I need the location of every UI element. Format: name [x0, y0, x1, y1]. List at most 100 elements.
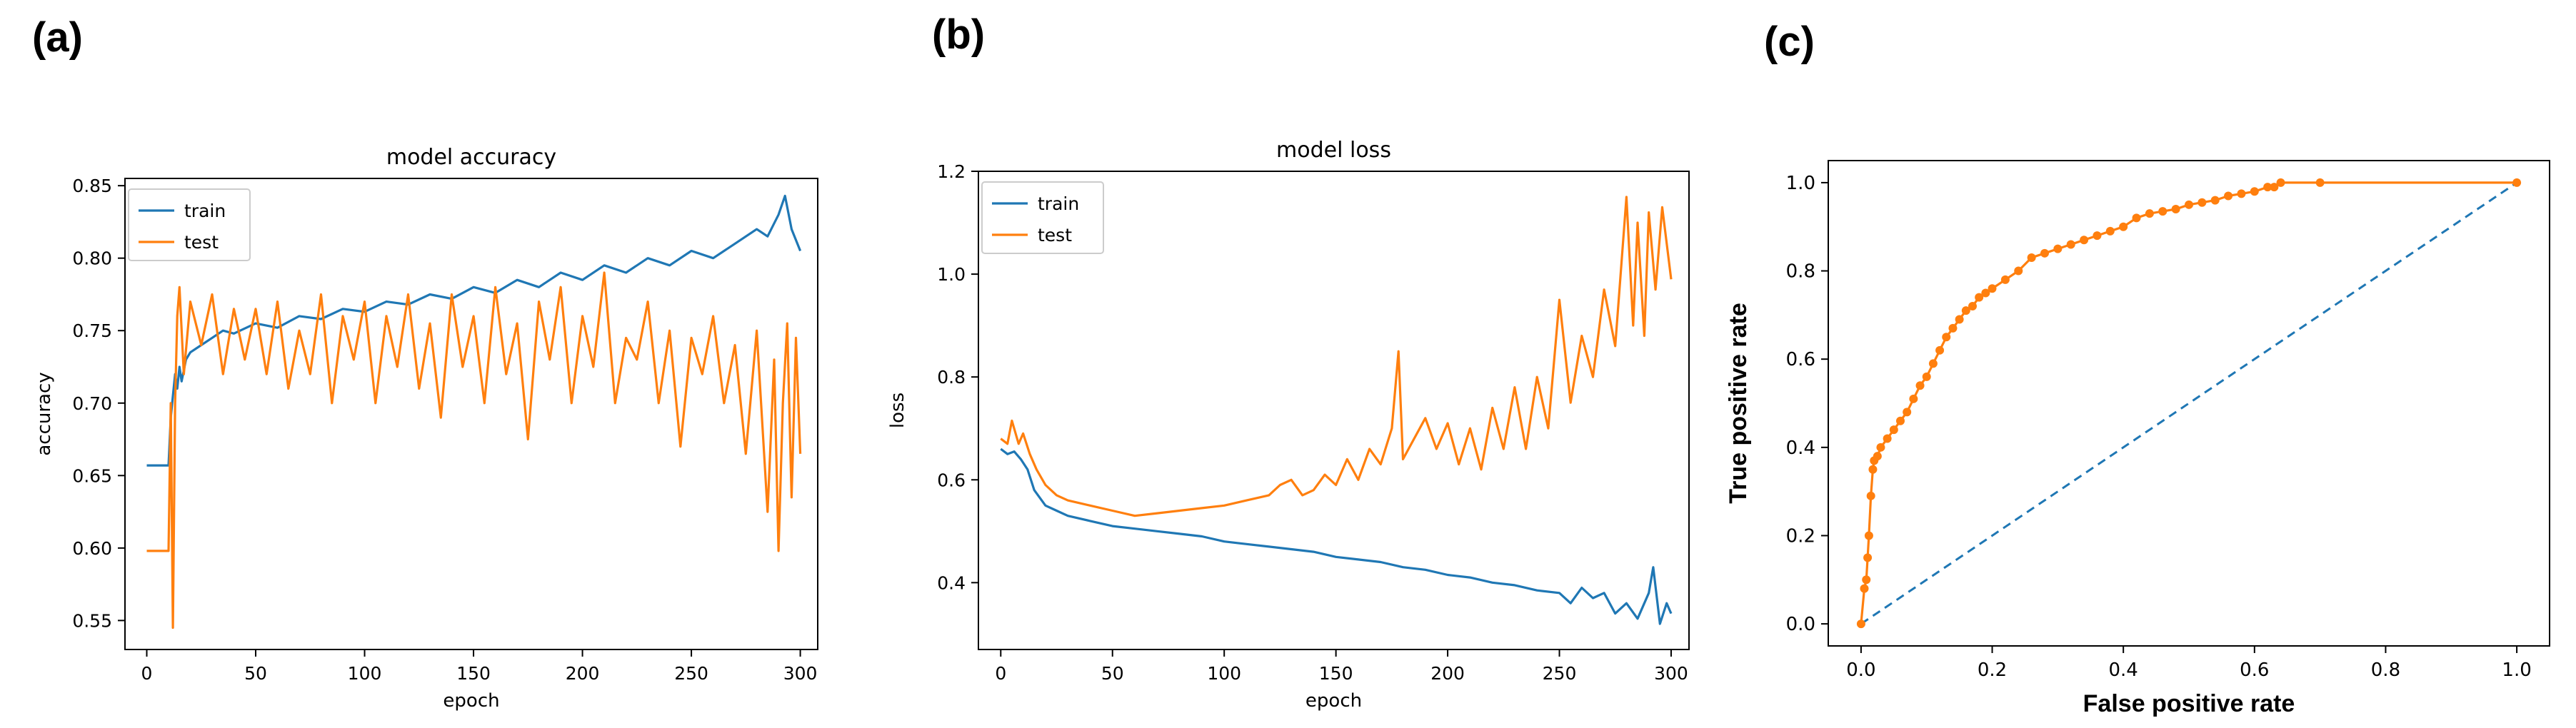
roc-point	[2000, 275, 2010, 284]
roc-point	[2263, 183, 2272, 192]
roc-point	[1903, 408, 1912, 417]
roc-point	[1864, 531, 1873, 540]
roc-point	[1883, 434, 1892, 443]
y-tick-label: 0.80	[72, 248, 112, 269]
x-tick-label: 300	[1654, 663, 1688, 684]
legend-label: train	[1038, 193, 1079, 214]
y-tick-label: 0.6	[937, 470, 966, 490]
roc-point	[1928, 359, 1938, 368]
roc-point	[2119, 222, 2128, 231]
x-tick-label: 250	[674, 663, 708, 684]
x-tick-label: 50	[1101, 663, 1124, 684]
x-tick-label: 150	[1319, 663, 1353, 684]
x-tick-label: 200	[1430, 663, 1465, 684]
roc-point	[1922, 372, 1931, 381]
y-tick-label: 0.4	[937, 572, 966, 593]
x-tick-label: 300	[783, 663, 818, 684]
panel-label: (c)	[1764, 19, 1815, 65]
x-tick-label: 0.0	[1846, 659, 1875, 681]
y-tick-label: 0.8	[937, 367, 966, 388]
roc-point	[2145, 209, 2154, 218]
y-tick-label: 1.0	[1786, 173, 1815, 194]
y-tick-label: 0.2	[1786, 525, 1815, 547]
y-axis-label: True positive rate	[1725, 303, 1752, 504]
chart-title: model accuracy	[386, 145, 556, 170]
y-tick-label: 0.55	[72, 610, 112, 631]
x-tick-label: 50	[244, 663, 267, 684]
plot-frame	[1828, 160, 2550, 647]
legend-label: test	[184, 232, 219, 253]
x-tick-label: 150	[456, 663, 491, 684]
y-tick-label: 0.70	[72, 393, 112, 414]
panel-label: (a)	[32, 14, 83, 61]
x-tick-label: 250	[1543, 663, 1577, 684]
plot-frame	[124, 178, 818, 650]
x-tick-label: 0	[141, 663, 153, 684]
x-tick-label: 200	[566, 663, 600, 684]
chart-panel-0: (a) model accuracy 0 50 100 150 200 250 300 0.55 0…	[32, 14, 818, 712]
roc-point	[2171, 205, 2180, 213]
x-tick-label: 0.6	[2240, 659, 2269, 681]
roc-point	[2080, 236, 2089, 245]
roc-point	[1909, 394, 1918, 403]
roc-point	[2053, 244, 2063, 253]
roc-point	[2270, 183, 2279, 192]
roc-point	[1961, 306, 1970, 315]
y-tick-label: 0.65	[72, 465, 112, 486]
x-tick-label: 0.2	[1978, 659, 2007, 681]
roc-point	[1975, 293, 1984, 302]
series-line-chance	[1860, 181, 2517, 625]
roc-point	[2093, 231, 2102, 241]
roc-point	[2158, 207, 2167, 216]
roc-point	[1862, 575, 1871, 585]
roc-point	[2210, 196, 2220, 205]
legend-label: test	[1038, 225, 1072, 246]
plot-frame	[978, 171, 1690, 650]
series-line-test	[146, 271, 802, 630]
y-tick-label: 1.0	[937, 264, 966, 285]
x-tick-label: 0	[995, 663, 1006, 684]
roc-point	[2276, 178, 2285, 187]
roc-point	[1948, 323, 1958, 333]
y-tick-label: 0.0	[1786, 614, 1815, 635]
x-axis-label: False positive rate	[2083, 690, 2295, 717]
roc-point	[2237, 189, 2246, 198]
roc-point	[1896, 416, 1905, 425]
roc-point	[1866, 491, 1875, 500]
y-tick-label: 0.8	[1786, 261, 1815, 283]
roc-point	[2105, 226, 2115, 236]
roc-point	[1915, 381, 1925, 390]
x-axis-label: epoch	[1305, 690, 1362, 712]
roc-point	[2512, 178, 2522, 187]
roc-point	[1955, 315, 1964, 324]
roc-point	[1876, 443, 1885, 452]
series-line-train	[1000, 448, 1673, 625]
roc-point	[1860, 584, 1869, 593]
y-tick-label: 0.75	[72, 320, 112, 341]
roc-point	[1988, 284, 1997, 293]
chart-title: model loss	[1276, 138, 1391, 163]
roc-point	[2027, 253, 2036, 262]
series-line-train	[146, 194, 802, 467]
roc-point	[1863, 553, 1873, 562]
roc-point	[2040, 248, 2049, 258]
chart-panel-1: (b) model loss 0 50 100 150 200 250 300 0.4 0.6 0.8…	[887, 11, 1690, 712]
roc-point	[2014, 266, 2023, 275]
x-tick-label: 100	[1207, 663, 1241, 684]
legend-label: train	[184, 201, 226, 221]
roc-point	[2250, 187, 2259, 196]
series-line-test	[1000, 196, 1673, 517]
roc-point	[1889, 425, 1898, 435]
y-tick-label: 0.60	[72, 538, 112, 559]
roc-point	[2185, 200, 2193, 209]
y-tick-label: 0.4	[1786, 438, 1815, 459]
y-axis-label: accuracy	[34, 372, 55, 455]
x-tick-label: 100	[348, 663, 382, 684]
roc-point	[1868, 465, 1878, 474]
y-tick-label: 0.6	[1786, 349, 1815, 370]
chart-panel-2: (c) 0.0 0.2 0.4 0.6 0.8 1.0 0.0 0.2 0.4 0.6 0.8 1.0 F…	[1725, 19, 2550, 717]
roc-point	[2315, 178, 2325, 187]
roc-point	[1981, 288, 1990, 298]
roc-point	[1873, 452, 1882, 461]
